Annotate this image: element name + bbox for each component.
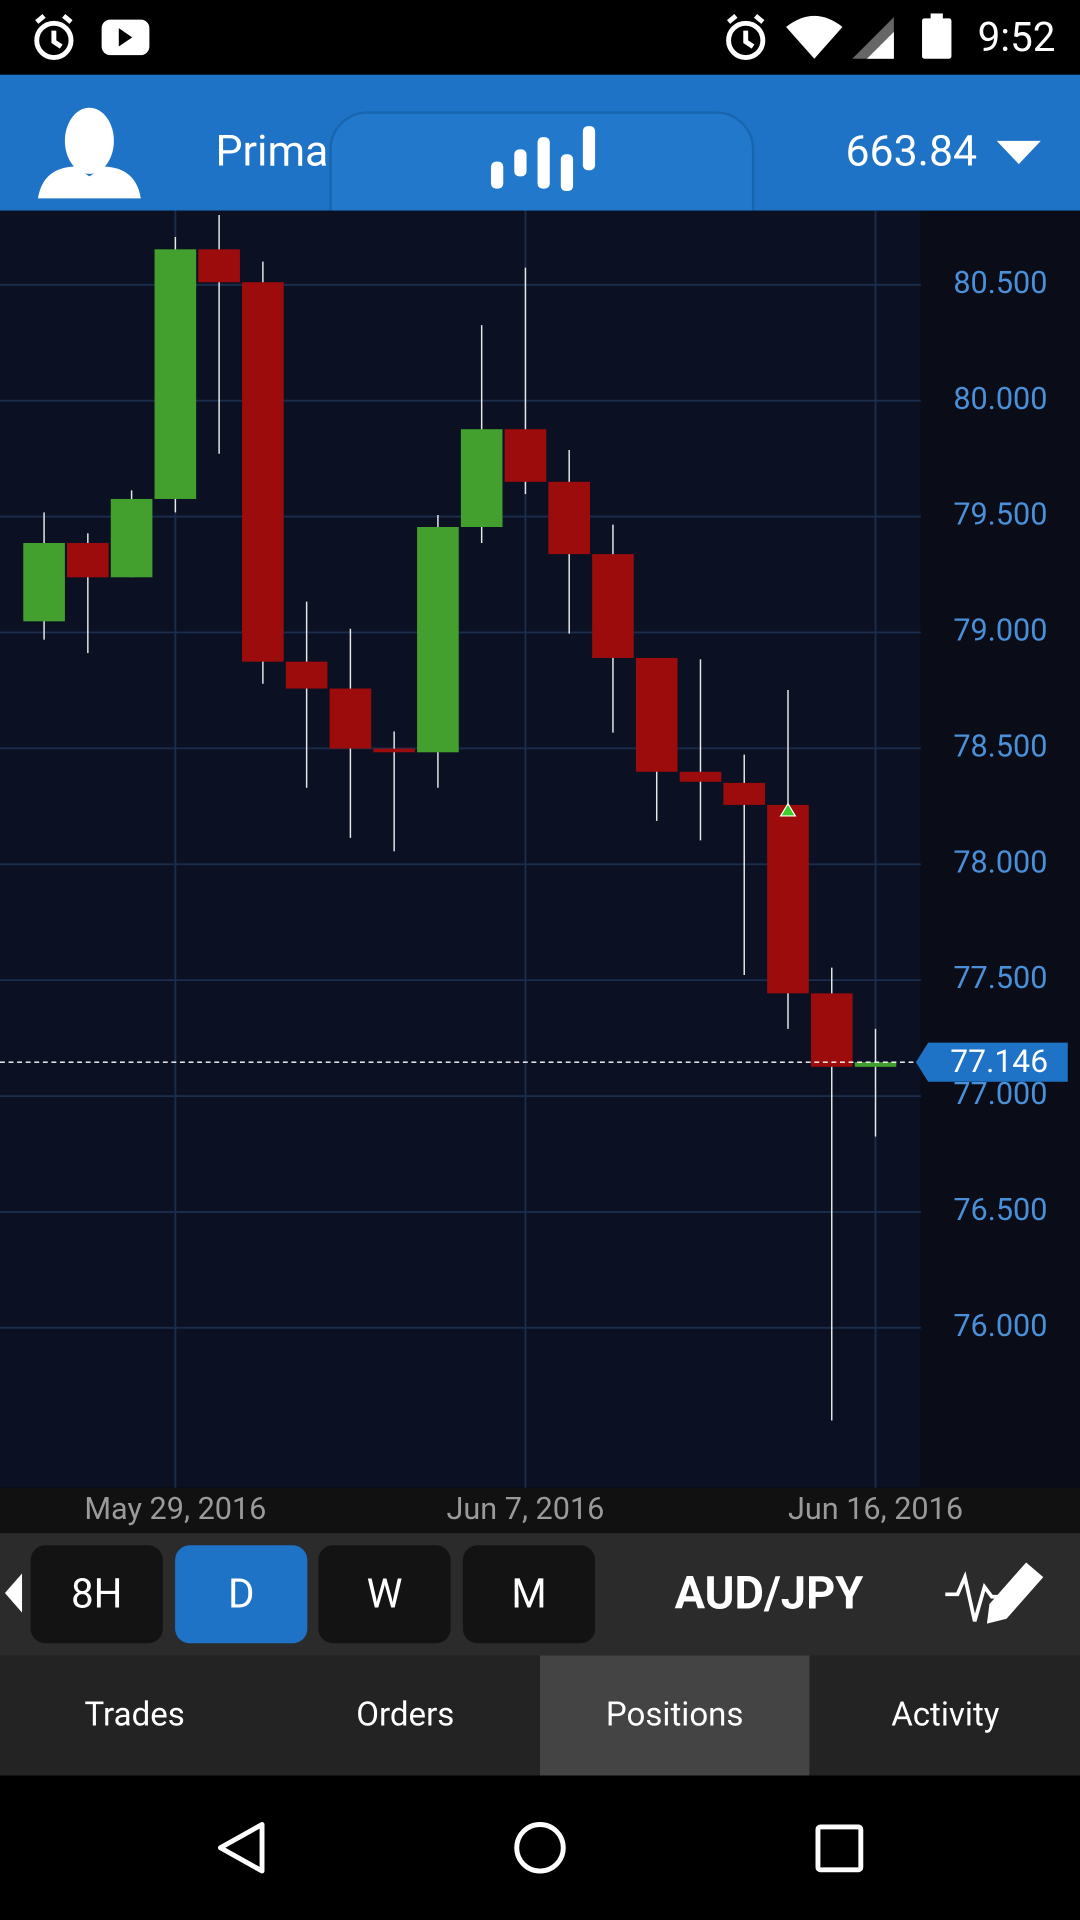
candle-body xyxy=(285,661,328,689)
y-tick-label: 77.000 xyxy=(953,1077,1047,1112)
nav-bar xyxy=(0,1775,1080,1920)
trade-marker xyxy=(779,802,797,817)
candle-body xyxy=(329,688,372,749)
y-tick-label: 78.500 xyxy=(953,729,1047,764)
battery-icon xyxy=(922,18,952,59)
candle-body xyxy=(679,771,722,782)
candle-body xyxy=(723,782,766,805)
wifi-icon xyxy=(786,15,843,59)
y-tick-label: 80.000 xyxy=(953,382,1047,417)
y-tick-label: 76.500 xyxy=(953,1193,1047,1228)
nav-back[interactable] xyxy=(217,1822,265,1874)
candle-body xyxy=(767,804,809,994)
candle-body xyxy=(854,1062,897,1067)
x-tick-label: May 29, 2016 xyxy=(84,1492,266,1527)
balance-dropdown[interactable] xyxy=(996,140,1041,165)
candlestick-chart: 76.000 76.500 77.000 77.500 78.000 78.500 79.0… xyxy=(0,210,1068,1527)
timeframe-button-selected[interactable] xyxy=(175,1545,308,1644)
x-axis-panel xyxy=(0,1487,1080,1534)
y-tick-label: 80.500 xyxy=(953,266,1047,301)
timeframe-button[interactable] xyxy=(462,1545,596,1644)
candle-body xyxy=(592,554,634,658)
y-tick-label: 77.500 xyxy=(953,961,1047,996)
candle-body xyxy=(548,481,591,555)
tab[interactable]: Trades xyxy=(85,1695,185,1734)
y-tick-label: 78.000 xyxy=(953,845,1047,880)
candle-body xyxy=(810,993,853,1067)
chart-tab-icon xyxy=(491,126,596,192)
candle-body xyxy=(67,542,109,578)
candle-body xyxy=(198,249,240,283)
balance[interactable]: 663.84 xyxy=(845,127,977,177)
battery-tip xyxy=(930,13,943,20)
pair-label[interactable]: AUD/JPY xyxy=(675,1568,864,1621)
candle-body xyxy=(417,527,459,753)
y-tick-label: 79.500 xyxy=(953,498,1047,533)
x-tick-label: Jun 16, 2016 xyxy=(788,1492,963,1527)
timeframe-label: 8H xyxy=(71,1570,123,1617)
candle-body xyxy=(373,748,415,753)
nav-recents[interactable] xyxy=(815,1824,864,1873)
status-time: 9:52 xyxy=(978,14,1056,61)
candle-body xyxy=(635,657,678,772)
timeframe-button[interactable] xyxy=(30,1545,163,1644)
timeframe-label: W xyxy=(367,1570,403,1617)
candle-body xyxy=(154,249,197,499)
current-price-tag xyxy=(915,1042,1068,1082)
timeframe-button[interactable] xyxy=(318,1545,451,1644)
youtube-play xyxy=(118,28,133,47)
candle-body xyxy=(23,542,65,622)
y-tick-label: 79.000 xyxy=(953,614,1047,649)
candle-body xyxy=(110,498,153,578)
current-price-label: 77.146 xyxy=(950,1042,1048,1080)
scroll-left[interactable] xyxy=(4,1573,23,1613)
candle-body xyxy=(242,282,284,662)
avatar-icon[interactable] xyxy=(37,107,141,199)
tab[interactable]: Orders xyxy=(356,1695,454,1734)
y-tick-label: 76.000 xyxy=(953,1309,1047,1344)
nav-home[interactable] xyxy=(514,1822,566,1874)
account-label[interactable]: Prima xyxy=(216,127,329,177)
candle-body xyxy=(504,429,547,482)
status-bar xyxy=(0,0,1080,75)
status-icons xyxy=(34,14,766,60)
tab-selected-bg xyxy=(540,1655,810,1776)
candle-body xyxy=(460,429,503,528)
tab[interactable]: Activity xyxy=(891,1695,1000,1734)
timeframe-label: D xyxy=(228,1570,255,1617)
draw-tool-icon[interactable] xyxy=(945,1562,1044,1624)
y-axis-panel xyxy=(920,210,1080,1488)
tab[interactable]: Positions xyxy=(606,1695,744,1734)
x-tick-label: Jun 7, 2016 xyxy=(446,1492,604,1527)
timeframe-label: M xyxy=(511,1570,546,1617)
